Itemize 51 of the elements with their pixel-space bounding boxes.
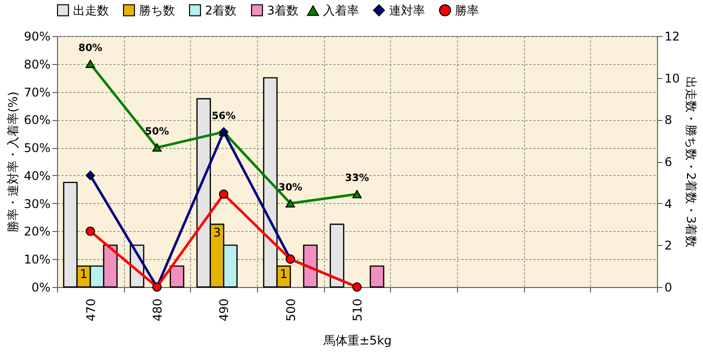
point <box>352 190 362 198</box>
data-label: 1 <box>80 267 88 282</box>
y2-tick-label: 2 <box>664 238 672 253</box>
y-tick-label: 20% <box>24 224 50 239</box>
bar <box>303 244 318 288</box>
data-label: 50% <box>145 126 169 138</box>
legend-label: 勝率 <box>455 3 479 18</box>
y2-tick-label: 12 <box>664 30 680 44</box>
x-tick-label: 490 <box>217 298 232 322</box>
data-label: 56% <box>212 110 236 122</box>
y2-tick-label: 4 <box>664 196 672 211</box>
bar <box>370 265 384 288</box>
y2-tick-label: 6 <box>664 155 672 169</box>
x-tick-label: 510 <box>350 298 364 322</box>
bar <box>330 224 344 288</box>
y-tick-label: 50% <box>24 141 50 156</box>
y-tick-label: 30% <box>24 196 50 211</box>
y-tick-label: 80% <box>24 57 50 72</box>
legend-label: 出走数 <box>73 3 109 18</box>
x-tick-label: 480 <box>150 298 164 322</box>
y-tick-label: 0% <box>31 280 50 294</box>
point <box>152 143 162 152</box>
y-axis-title: 勝率・連対率・入着率(%) <box>6 92 20 232</box>
legend-label: 連対率 <box>389 3 425 18</box>
data-label: 30% <box>278 182 302 194</box>
y2-tick-label: 8 <box>664 113 672 128</box>
y-tick-label: 70% <box>24 85 50 100</box>
point <box>218 189 228 199</box>
legend-label: 2着数 <box>205 3 237 18</box>
point <box>86 60 96 68</box>
legend-label: 勝ち数 <box>139 3 175 18</box>
y-tick-label: 90% <box>24 30 50 44</box>
y-tick-label: 40% <box>24 168 50 183</box>
data-label: 33% <box>345 173 369 184</box>
point <box>86 226 96 236</box>
point <box>286 199 296 208</box>
y2-axis-title: 出走数・勝ち数・2着数・3着数 <box>684 76 698 248</box>
legend-label: 入着率 <box>323 4 359 18</box>
y2-tick-label: 10 <box>664 71 680 86</box>
legend-label: 3着数 <box>267 3 299 18</box>
y-tick-label: 60% <box>24 113 50 128</box>
y2-tick-label: 0 <box>664 280 672 294</box>
bar <box>170 265 184 288</box>
data-label: 80% <box>78 42 102 54</box>
x-tick-label: 500 <box>284 298 298 322</box>
point <box>86 170 96 180</box>
data-label: 3 <box>213 225 221 240</box>
y-tick-label: 10% <box>24 252 50 267</box>
x-axis-title: 馬体重±5kg <box>322 333 392 348</box>
data-label: 1 <box>280 267 288 282</box>
x-tick-label: 470 <box>84 298 98 322</box>
